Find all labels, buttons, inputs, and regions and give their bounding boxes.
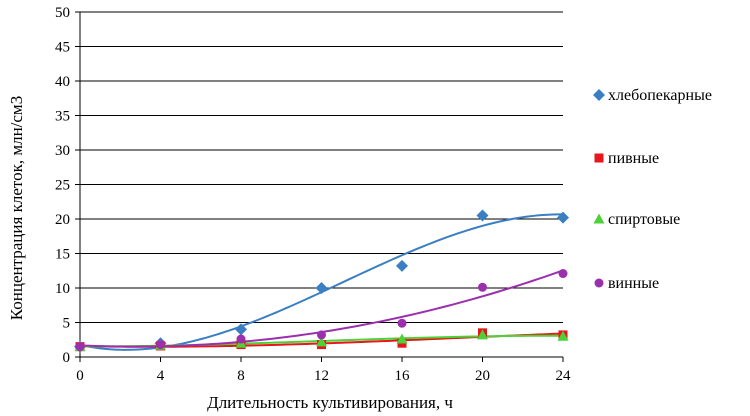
y-tick-label: 0 xyxy=(63,350,71,366)
data-point-circle xyxy=(236,334,246,344)
data-point-triangle xyxy=(316,336,327,347)
data-point-circle xyxy=(75,342,85,352)
x-tick-label: 8 xyxy=(237,368,245,384)
y-tick-label: 40 xyxy=(55,74,70,90)
data-point-circle xyxy=(558,269,568,279)
x-tick-label: 24 xyxy=(556,368,572,384)
y-tick-label: 25 xyxy=(55,178,70,194)
data-point-diamond xyxy=(315,282,328,294)
y-tick-label: 50 xyxy=(55,5,70,21)
y-tick-label: 10 xyxy=(55,281,70,297)
x-tick-label: 20 xyxy=(475,368,490,384)
y-tick-label: 5 xyxy=(63,316,71,332)
legend-label: винные xyxy=(608,275,659,292)
data-point-triangle xyxy=(477,329,488,340)
legend-marker-diamond xyxy=(593,89,605,101)
legend-label: спиртовые xyxy=(608,211,680,228)
grid xyxy=(80,11,563,323)
legend-label: пивные xyxy=(608,150,659,167)
x-tick-label: 16 xyxy=(395,368,411,384)
data-point-diamond xyxy=(235,323,247,336)
legend: хлебопекарные пивные спиртовые винные xyxy=(593,87,712,292)
tick-labels: 0 5 10 15 20 25 30 35 40 45 50 0 4 8 12 16 20 24 xyxy=(55,5,571,384)
y-tick-label: 30 xyxy=(55,143,70,159)
data-point-diamond xyxy=(557,211,569,224)
y-tick-label: 20 xyxy=(55,212,70,228)
y-tick-label: 35 xyxy=(55,109,70,125)
legend-marker-triangle xyxy=(593,213,605,224)
legend-marker-circle xyxy=(594,278,604,288)
y-tick-label: 15 xyxy=(55,247,70,263)
data-point-diamond xyxy=(396,259,408,272)
data-point-circle xyxy=(478,282,487,292)
x-tick-label: 12 xyxy=(314,368,329,384)
y-axis-label: Концентрация клеток, млн/см3 xyxy=(7,96,26,320)
x-tick-label: 4 xyxy=(157,368,165,384)
data-point-circle xyxy=(397,318,407,328)
legend-label: хлебопекарные xyxy=(608,87,712,104)
y-tick-label: 45 xyxy=(55,40,70,56)
data-point-triangle xyxy=(396,333,408,344)
x-axis-label: Длительность культивирования, ч xyxy=(207,393,453,412)
data-point-diamond xyxy=(476,209,489,222)
x-tick-label: 0 xyxy=(76,368,84,384)
data-point-triangle xyxy=(557,330,569,341)
data-point-circle xyxy=(317,330,326,340)
data-points xyxy=(74,209,569,353)
legend-marker-square xyxy=(594,153,604,163)
data-point-circle xyxy=(156,340,165,350)
